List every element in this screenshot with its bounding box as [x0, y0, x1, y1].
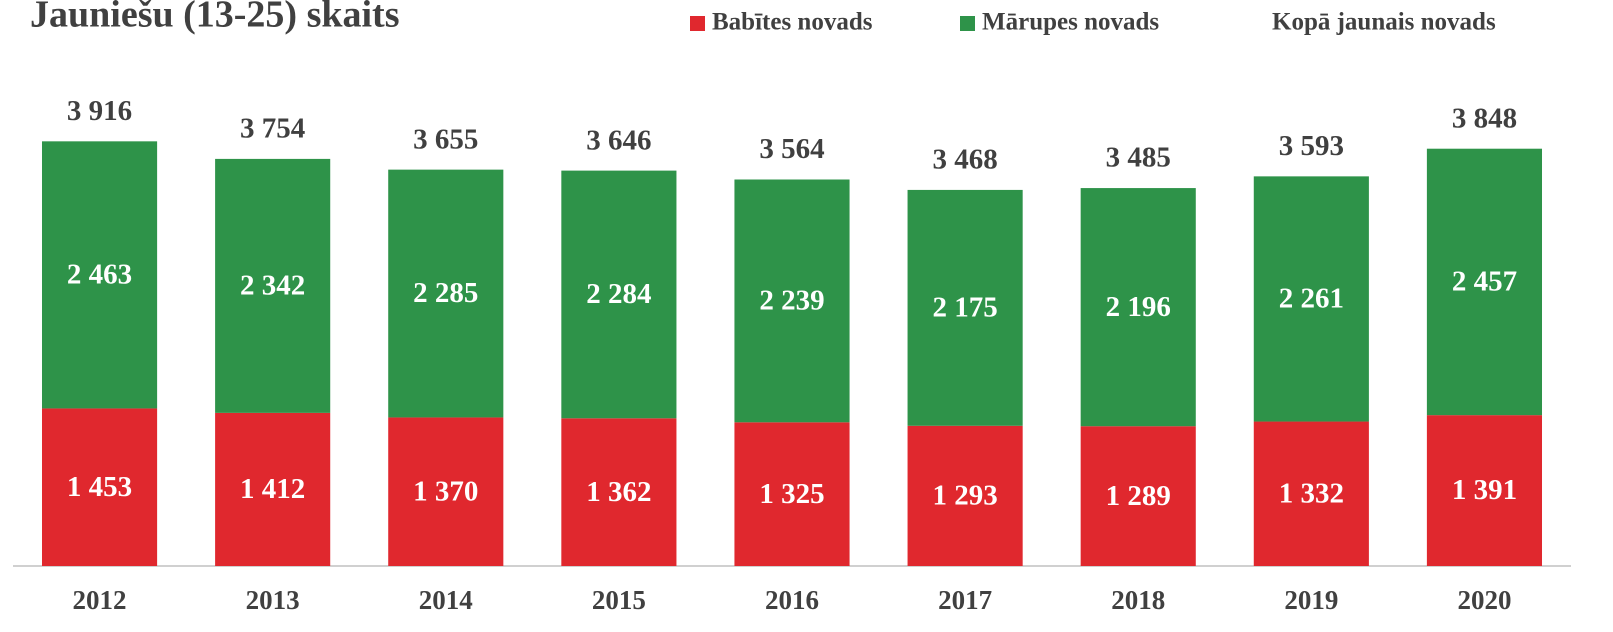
bar-segment: [1080, 188, 1196, 427]
x-tick-label: 2015: [592, 585, 646, 615]
legend-swatch: [960, 16, 975, 31]
value-label: 2 284: [586, 278, 651, 310]
value-label: 1 289: [1106, 480, 1171, 512]
legend-label: Babītes novads: [712, 9, 873, 36]
legend-label: Kopā jaunais novads: [1272, 9, 1496, 36]
bar-segment: [561, 418, 677, 566]
value-label: 1 412: [240, 473, 305, 505]
value-label: 1 293: [932, 480, 997, 512]
bar-segment: [907, 189, 1023, 426]
total-label: 3 646: [586, 124, 651, 156]
x-tick-label: 2013: [246, 585, 300, 615]
bar-segment: [1426, 415, 1543, 566]
chart-title: Jauniešu (13-25) skaits: [30, 0, 400, 36]
value-label: 2 196: [1106, 291, 1171, 323]
bar-segment: [41, 408, 158, 566]
value-label: 1 453: [67, 471, 132, 503]
value-label: 1 332: [1279, 477, 1344, 509]
bar-segment: [1080, 426, 1196, 566]
total-label: 3 468: [932, 144, 997, 176]
value-label: 1 325: [759, 478, 824, 510]
total-label: 3 593: [1279, 130, 1344, 162]
bar-segment: [1253, 421, 1369, 566]
total-label: 3 754: [240, 113, 305, 145]
bar-segment: [1426, 148, 1543, 416]
bar-segment: [215, 158, 331, 413]
bar-segment: [561, 170, 677, 419]
bar-segment: [907, 425, 1023, 566]
value-label: 1 370: [413, 475, 478, 507]
legend-swatch: [690, 16, 705, 31]
x-tick-label: 2020: [1457, 585, 1511, 615]
bar-segment: [734, 179, 850, 423]
value-label: 1 362: [586, 476, 651, 508]
legend-label: Mārupes novads: [982, 9, 1159, 36]
total-label: 3 655: [413, 123, 478, 155]
x-tick-label: 2018: [1111, 585, 1165, 615]
value-label: 2 285: [413, 277, 478, 309]
value-label: 2 342: [240, 270, 305, 302]
value-label: 2 261: [1279, 283, 1344, 315]
value-label: 2 239: [759, 285, 824, 317]
bar-segment: [734, 422, 850, 566]
total-label: 3 564: [759, 133, 824, 165]
value-label: 1 391: [1452, 474, 1517, 506]
x-tick-label: 2014: [419, 585, 473, 615]
bar-segment: [388, 169, 504, 418]
x-tick-label: 2017: [938, 585, 992, 615]
x-tick-label: 2016: [765, 585, 819, 615]
value-label: 2 463: [67, 259, 132, 291]
value-label: 2 457: [1452, 266, 1517, 298]
x-tick-label: 2019: [1284, 585, 1338, 615]
x-tick-label: 2012: [73, 585, 127, 615]
value-label: 2 175: [932, 292, 997, 324]
total-label: 3 916: [67, 95, 132, 127]
bar-segment: [1253, 176, 1369, 422]
total-label: 3 848: [1452, 102, 1517, 134]
bar-segment: [215, 412, 331, 566]
bar-segment: [41, 141, 158, 409]
bar-segment: [388, 417, 504, 566]
total-label: 3 485: [1106, 142, 1171, 174]
